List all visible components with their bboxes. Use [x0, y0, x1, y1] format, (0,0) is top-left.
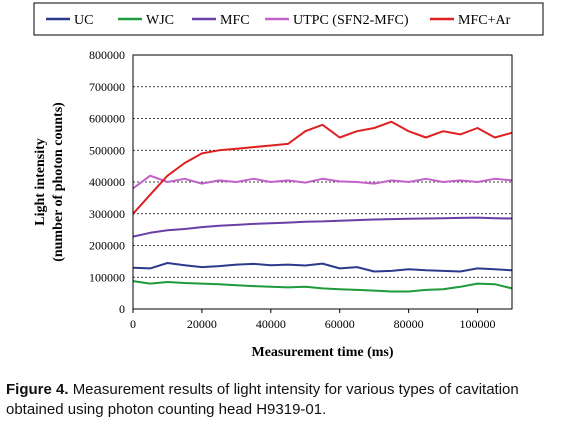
series-line-utpc-sfn2-mfc [132, 174, 513, 190]
x-tick-label: 0 [130, 317, 136, 331]
y-tick-label: 400000 [89, 175, 125, 189]
legend-label: MFC+Ar [458, 13, 511, 28]
y-tick-label: 700000 [89, 80, 125, 94]
y-tick-label: 800000 [89, 48, 125, 62]
x-tick-label: 40000 [256, 317, 286, 331]
grid-lines [133, 86, 512, 278]
x-axis-label: Measurement time (ms) [251, 345, 393, 360]
legend-label: MFC [220, 13, 250, 28]
legend-label: UTPC (SFN2-MFC) [293, 13, 409, 28]
series-line-uc [132, 262, 513, 273]
series-line-mfc-ar [132, 120, 513, 215]
y-tick-label: 600000 [89, 112, 125, 126]
x-tick-label: 100000 [460, 317, 496, 331]
y-axis-label-line1: Light intensity [33, 138, 48, 226]
figure-caption-label: Figure 4. [6, 381, 69, 398]
y-tick-label: 200000 [89, 239, 125, 253]
plot-frame [132, 54, 513, 310]
legend-label: WJC [146, 13, 174, 28]
y-tick-label: 100000 [89, 270, 125, 284]
x-tick-label: 80000 [394, 317, 424, 331]
legend: UC WJC MFC UTPC (SFN2-MFC) MFC+Ar [33, 2, 544, 36]
series-line-wjc [132, 280, 513, 293]
y-tick-label: 0 [119, 302, 125, 316]
y-axis-label-line2: (number of photon counts) [51, 102, 66, 262]
legend-label: UC [74, 13, 93, 28]
series-line-mfc [132, 216, 513, 238]
series-lines [132, 120, 513, 293]
chart-canvas: UC WJC MFC UTPC (SFN2-MFC) MFC+Ar 0 100000 200… [33, 2, 544, 360]
y-tick-label: 300000 [89, 207, 125, 221]
figure-caption: Figure 4. Measurement results of light i… [6, 380, 566, 420]
figure-caption-text: Measurement results of light intensity f… [6, 381, 519, 418]
x-tick-label: 60000 [325, 317, 355, 331]
x-tick-label: 20000 [187, 317, 217, 331]
axis-ticks: 0100000200000300000400000500000600000700… [89, 48, 496, 331]
y-tick-label: 500000 [89, 143, 125, 157]
